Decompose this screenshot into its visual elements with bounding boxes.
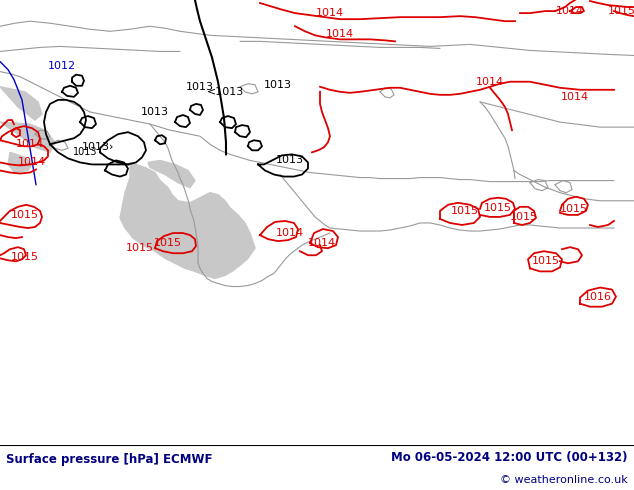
Text: © weatheronline.co.uk: © weatheronline.co.uk	[500, 475, 628, 485]
Text: 1014: 1014	[308, 238, 336, 248]
Text: 1014: 1014	[561, 92, 589, 102]
Text: 1014: 1014	[476, 77, 504, 87]
Text: 1015: 1015	[560, 204, 588, 214]
Text: 1013: 1013	[264, 80, 292, 90]
Text: 1014: 1014	[326, 29, 354, 39]
Text: 1016: 1016	[584, 292, 612, 302]
Text: 1015: 1015	[484, 203, 512, 213]
Text: 1012: 1012	[48, 61, 76, 71]
Text: 1015: 1015	[451, 206, 479, 216]
Polygon shape	[0, 87, 42, 120]
Text: <1013: <1013	[207, 87, 243, 97]
Text: 1014: 1014	[16, 139, 44, 149]
Text: 1014: 1014	[556, 6, 584, 16]
Text: 1013: 1013	[141, 107, 169, 117]
Polygon shape	[8, 152, 32, 172]
Text: 1015: 1015	[11, 210, 39, 220]
Text: 1013: 1013	[186, 82, 214, 92]
Text: 1014: 1014	[316, 8, 344, 18]
Text: 1014: 1014	[276, 228, 304, 238]
Text: 1015: 1015	[154, 238, 182, 248]
Polygon shape	[120, 162, 255, 278]
Polygon shape	[0, 122, 55, 152]
Text: Mo 06-05-2024 12:00 UTC (00+132): Mo 06-05-2024 12:00 UTC (00+132)	[391, 451, 628, 464]
Text: 1013: 1013	[276, 155, 304, 166]
Text: 1015: 1015	[11, 252, 39, 262]
Text: 1013›: 1013›	[82, 142, 114, 152]
Text: 1014: 1014	[18, 157, 46, 168]
Polygon shape	[148, 160, 195, 188]
Text: 1015: 1015	[608, 6, 634, 16]
Text: Surface pressure [hPa] ECMWF: Surface pressure [hPa] ECMWF	[6, 453, 213, 466]
Text: 1015: 1015	[126, 243, 154, 253]
Text: 1015: 1015	[510, 212, 538, 222]
Text: 1013: 1013	[73, 147, 97, 157]
Text: 1015: 1015	[532, 256, 560, 266]
